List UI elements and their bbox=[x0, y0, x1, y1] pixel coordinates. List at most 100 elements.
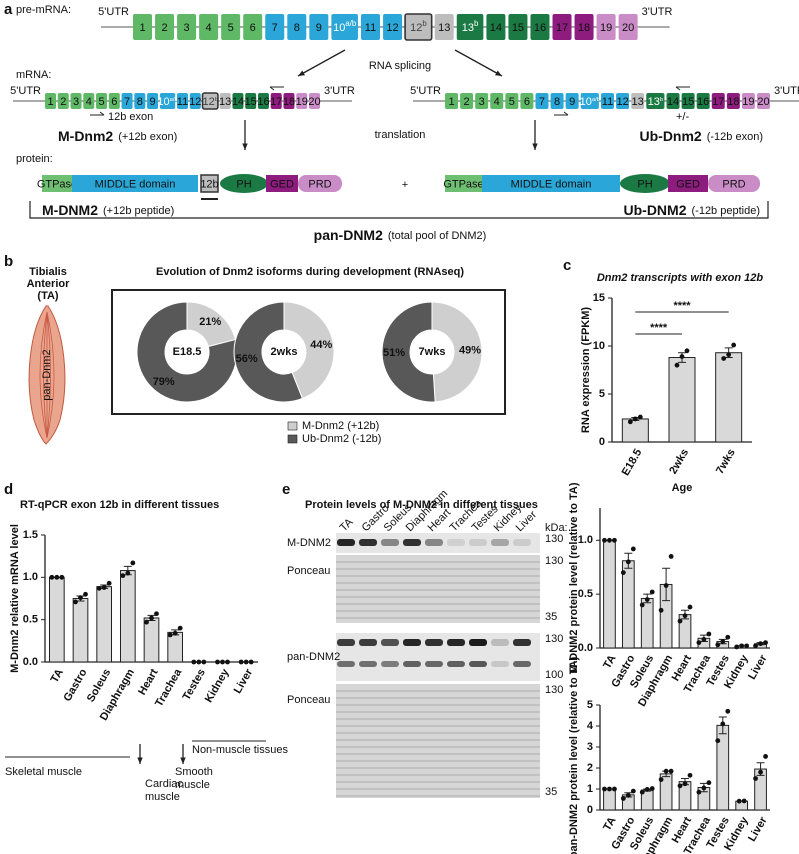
exon-label: 17 bbox=[556, 22, 568, 34]
muscle-name: Anterior bbox=[27, 278, 71, 290]
exon bbox=[404, 13, 433, 41]
arrow-head bbox=[495, 70, 502, 76]
data-point bbox=[684, 348, 690, 354]
value-label: 21% bbox=[199, 316, 221, 328]
panel-label: b bbox=[4, 253, 13, 270]
exon-label: 20 bbox=[757, 96, 769, 108]
exon-sup: b bbox=[474, 19, 479, 28]
value-label: 56% bbox=[236, 353, 258, 365]
exon-label: 16 bbox=[697, 96, 709, 108]
ponceau-stripe bbox=[336, 739, 540, 741]
value-label: 49% bbox=[459, 345, 481, 357]
exon-label: 5 bbox=[228, 22, 234, 34]
data-point bbox=[663, 583, 669, 588]
exon bbox=[456, 14, 484, 40]
data-point bbox=[625, 792, 631, 798]
utr-label: 3'UTR bbox=[774, 85, 799, 97]
legend-swatch bbox=[287, 421, 298, 431]
exon-label: 8 bbox=[554, 96, 560, 108]
data-point bbox=[172, 630, 178, 636]
exon bbox=[666, 93, 680, 109]
data-point bbox=[59, 574, 65, 580]
data-point bbox=[736, 798, 742, 804]
primer bbox=[99, 111, 105, 116]
data-point bbox=[649, 589, 655, 595]
band bbox=[425, 639, 443, 646]
exon bbox=[309, 93, 320, 109]
exon bbox=[45, 93, 56, 109]
exon bbox=[486, 14, 506, 40]
exon-label: 6 bbox=[524, 96, 530, 108]
legend-label: M-Dnm2 (+12b) bbox=[302, 420, 379, 432]
band bbox=[425, 661, 443, 667]
data-point bbox=[706, 780, 712, 786]
exon-label: 10a/b bbox=[333, 19, 357, 34]
primer bbox=[675, 86, 681, 91]
exon-sup: b bbox=[660, 96, 663, 102]
domain-label: GED bbox=[270, 178, 294, 190]
data-point bbox=[167, 632, 173, 638]
chart-title: Dnm2 transcripts with exon 12b bbox=[597, 272, 764, 284]
exon bbox=[726, 93, 740, 109]
data-point bbox=[120, 573, 126, 579]
x-tick-label: 2wks bbox=[667, 447, 691, 476]
ponceau-stripe bbox=[336, 589, 540, 591]
data-point bbox=[125, 570, 131, 576]
exon-label: 3 bbox=[184, 22, 190, 34]
exon-label: 1 bbox=[448, 96, 454, 108]
isoform-name: pan-DNM2 (total pool of DNM2) bbox=[314, 227, 487, 243]
exon bbox=[580, 93, 599, 109]
y-tick-label: 0.5 bbox=[578, 588, 593, 600]
significance-label: **** bbox=[673, 300, 691, 312]
x-axis-label: Age bbox=[672, 482, 693, 494]
y-tick-label: 5 bbox=[587, 699, 593, 711]
data-point bbox=[734, 644, 740, 650]
exon bbox=[189, 93, 201, 109]
exon-label: 19 bbox=[600, 22, 612, 34]
y-tick-label: 1.5 bbox=[23, 529, 38, 541]
exon bbox=[221, 14, 241, 40]
band bbox=[337, 661, 355, 667]
data-point bbox=[677, 783, 683, 789]
data-point bbox=[701, 785, 707, 791]
exon-label: 16 bbox=[257, 96, 269, 108]
exon-label: 1 bbox=[139, 22, 145, 34]
data-point bbox=[196, 659, 202, 665]
exon-label: 17 bbox=[712, 96, 724, 108]
exon bbox=[616, 93, 630, 109]
exon bbox=[133, 14, 152, 40]
donut-center: E18.5 bbox=[173, 346, 202, 358]
ponceau-stripe bbox=[336, 732, 540, 734]
translation-label: translation bbox=[375, 129, 426, 141]
exon-label: 10a/b bbox=[157, 96, 177, 108]
ponceau-stripe bbox=[336, 704, 540, 706]
ponceau-stripe bbox=[336, 767, 540, 769]
exon bbox=[283, 93, 295, 109]
exon bbox=[177, 14, 197, 40]
donut-center: 7wks bbox=[419, 346, 446, 358]
bracket bbox=[29, 201, 769, 219]
exon bbox=[574, 14, 594, 40]
blot-label: Ponceau bbox=[287, 565, 330, 577]
exon bbox=[121, 93, 133, 109]
exon-number: 12 bbox=[410, 22, 422, 34]
data-point bbox=[637, 414, 643, 420]
exon-label: 15 bbox=[682, 96, 694, 108]
exon bbox=[445, 93, 458, 109]
ponceau-stripe bbox=[336, 575, 540, 577]
ponceau-stripe bbox=[336, 760, 540, 762]
value-label: 79% bbox=[153, 376, 175, 388]
exon-label: 19 bbox=[296, 96, 308, 108]
isoform-note: (total pool of DNM2) bbox=[388, 230, 486, 242]
data-point bbox=[612, 537, 617, 543]
exon-label: 13 bbox=[438, 22, 450, 34]
marker-label: 35 bbox=[545, 611, 557, 623]
data-point bbox=[83, 591, 88, 597]
utr-label: 5'UTR bbox=[410, 85, 441, 97]
bar bbox=[668, 357, 696, 443]
data-point bbox=[758, 641, 763, 647]
data-point bbox=[744, 643, 750, 649]
domain-label: MIDDLE domain bbox=[95, 178, 176, 190]
data-point bbox=[725, 708, 731, 714]
primer-label: 12b exon bbox=[108, 111, 153, 123]
